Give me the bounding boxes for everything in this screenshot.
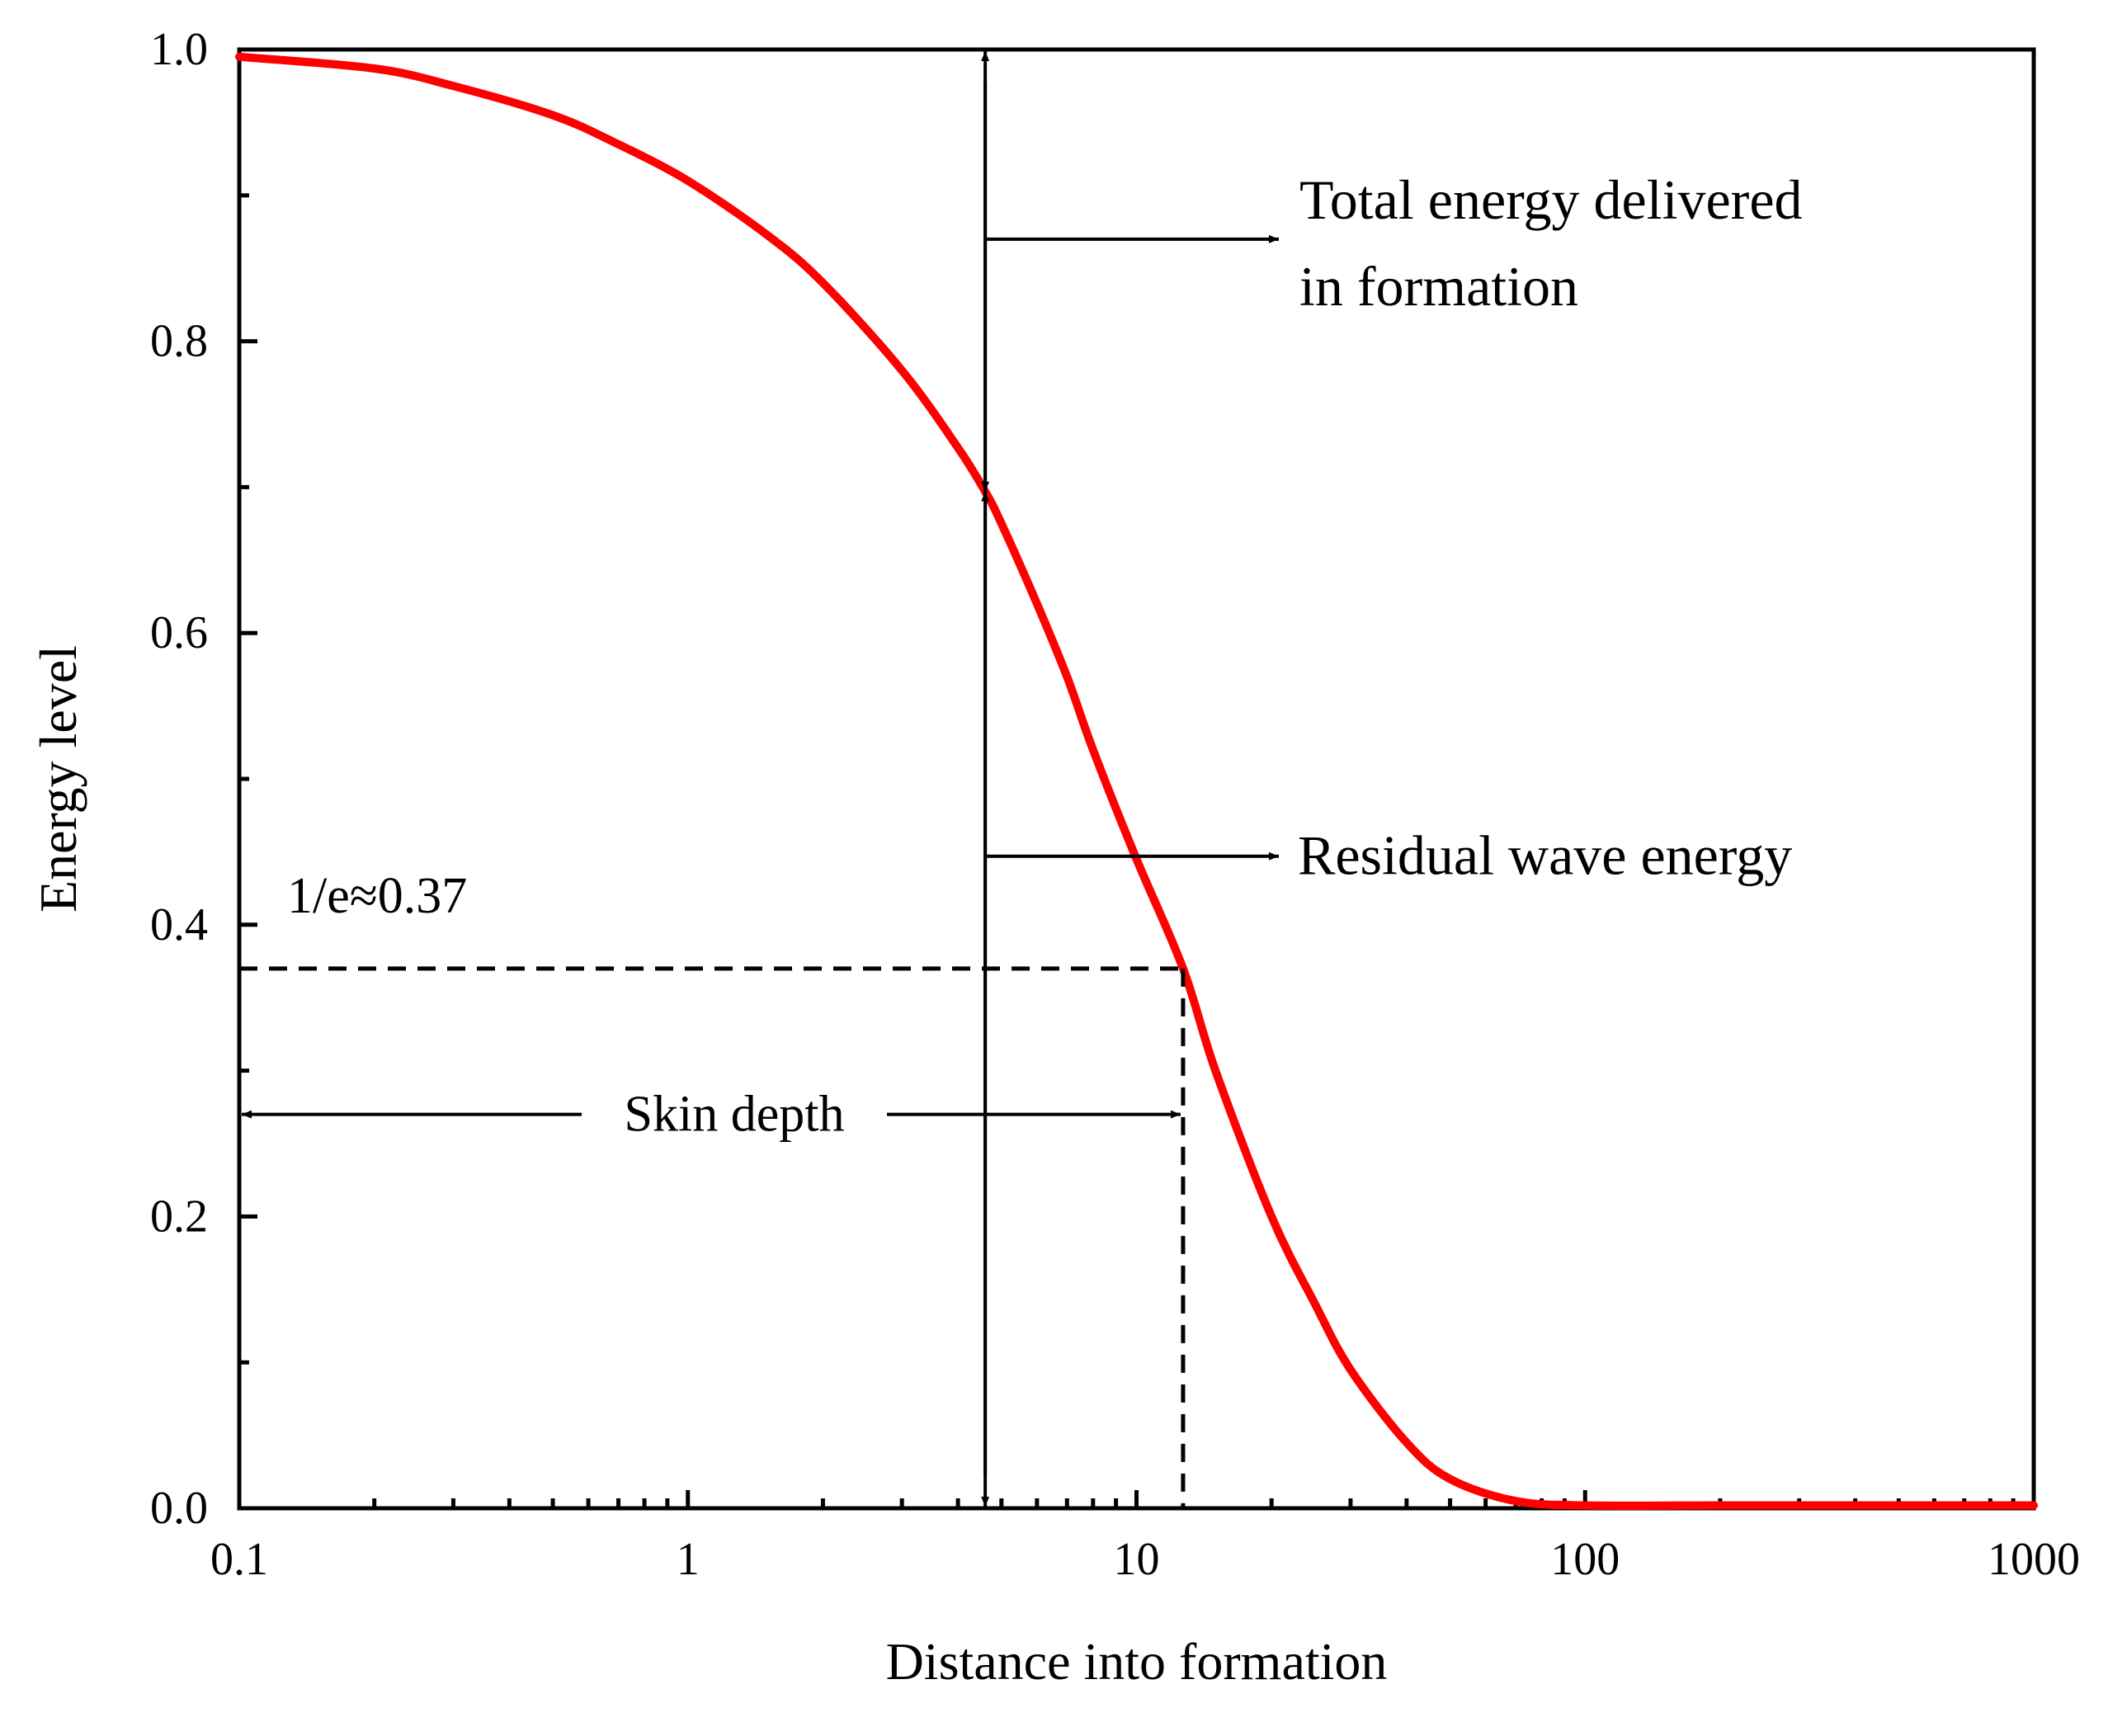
- x-tick-label: 100: [1550, 1534, 1620, 1585]
- y-tick-label: 1.0: [150, 24, 208, 75]
- y-tick-label: 0.8: [150, 316, 208, 367]
- y-tick-label: 0.4: [150, 899, 208, 951]
- energy-curve: [235, 52, 2038, 1510]
- x-tick-label: 0.1: [210, 1534, 268, 1585]
- x-tick-label: 1: [677, 1534, 700, 1585]
- y-tick-label: 0.6: [150, 607, 208, 658]
- skin-depth-label: Skin depth: [625, 1087, 845, 1143]
- total-energy-label-line1: Total energy delivered: [1299, 168, 1803, 231]
- y-axis-title: Energy level: [29, 645, 87, 913]
- x-tick-label: 10: [1114, 1534, 1160, 1585]
- plot-frame: [237, 47, 2036, 1511]
- threshold-label: 1/e≈0.37: [287, 868, 467, 924]
- y-tick-label: 0.2: [150, 1191, 208, 1242]
- total-energy-label-line2: in formation: [1299, 255, 1578, 318]
- y-tick-label: 0.0: [150, 1483, 208, 1534]
- x-axis-title: Distance into formation: [886, 1632, 1388, 1691]
- residual-energy-label: Residual wave energy: [1298, 824, 1792, 887]
- x-tick-label: 1000: [1988, 1534, 2080, 1585]
